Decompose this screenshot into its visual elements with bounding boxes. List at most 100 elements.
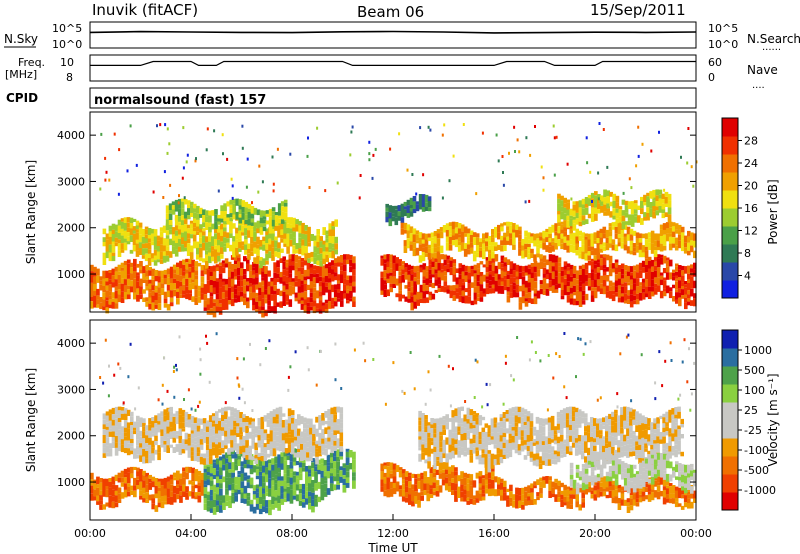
heat-cell — [292, 448, 297, 454]
heat-cell — [226, 214, 230, 218]
heat-cell — [93, 489, 97, 497]
heat-cell — [632, 243, 637, 248]
heat-cell — [427, 456, 431, 462]
heat-cell — [182, 491, 186, 497]
heat-cell — [298, 473, 303, 481]
heat-cell — [389, 262, 393, 269]
heat-cell — [511, 416, 516, 423]
heat-cell — [524, 301, 529, 307]
heat-cell — [593, 273, 598, 280]
heat-cell — [517, 430, 522, 436]
heat-cell — [163, 436, 167, 441]
heat-cell — [568, 424, 573, 431]
heat-dot — [411, 173, 414, 176]
heat-cell — [496, 453, 501, 461]
heat-cell — [231, 472, 235, 478]
heat-cell — [680, 488, 685, 495]
heat-cell — [108, 236, 113, 245]
heat-cell — [105, 489, 110, 498]
heat-cell — [420, 475, 424, 480]
heat-cell — [458, 267, 463, 275]
heat-cell — [352, 464, 356, 470]
heat-cell — [265, 213, 270, 217]
heat-cell — [223, 221, 227, 228]
heat-cell — [667, 207, 672, 215]
heat-cell — [386, 278, 390, 284]
heat-cell — [123, 285, 128, 292]
heat-cell — [271, 458, 275, 465]
heat-cell — [99, 500, 103, 505]
heat-cell — [163, 441, 167, 445]
heat-cell — [229, 221, 233, 228]
heat-cell — [560, 221, 564, 225]
heat-cell — [680, 505, 685, 510]
heat-cell — [575, 469, 580, 473]
heat-cell — [566, 240, 570, 246]
heat-cell — [241, 225, 245, 233]
heat-cell — [533, 296, 538, 305]
heat-cell — [177, 238, 182, 247]
heat-cell — [590, 455, 594, 462]
heat-cell — [550, 439, 555, 443]
heat-cell — [428, 279, 433, 284]
heat-cell — [180, 208, 185, 216]
heat-cell — [659, 272, 664, 276]
heat-cell — [662, 255, 667, 264]
heat-cell — [320, 458, 325, 464]
heat-cell — [120, 482, 125, 487]
heat-cell — [141, 255, 146, 259]
heat-cell — [325, 242, 329, 248]
heat-dot — [599, 200, 602, 203]
heat-cell — [224, 430, 228, 437]
heat-cell — [554, 478, 558, 483]
heat-cell — [632, 247, 637, 252]
heat-cell — [230, 255, 235, 260]
heat-cell — [229, 213, 233, 218]
heat-cell — [212, 287, 217, 295]
heat-cell — [272, 431, 277, 437]
heat-cell — [526, 416, 531, 422]
heat-cell — [581, 244, 585, 252]
heat-cell — [566, 245, 570, 253]
heat-cell — [117, 487, 122, 494]
heat-cell — [656, 443, 660, 450]
heat-cell — [163, 421, 167, 428]
heat-cell — [126, 274, 131, 279]
heat-cell — [530, 233, 534, 237]
heat-cell — [454, 467, 458, 472]
heat-cell — [339, 452, 344, 457]
heat-cell — [275, 427, 280, 432]
heat-cell — [617, 278, 622, 286]
heat-cell — [306, 424, 310, 429]
heat-cell — [602, 476, 607, 482]
heat-cell — [524, 280, 529, 288]
heat-cell — [151, 447, 155, 454]
heat-cell — [463, 248, 468, 257]
heat-cell — [154, 415, 158, 424]
heat-cell — [443, 265, 448, 272]
heat-cell — [578, 269, 583, 275]
heat-cell — [148, 297, 152, 304]
heat-cell — [644, 246, 649, 251]
heat-cell — [165, 219, 170, 227]
heat-cell — [640, 208, 644, 215]
heat-cell — [472, 421, 477, 426]
heat-cell — [466, 473, 471, 478]
heat-cell — [230, 298, 235, 307]
heat-cell — [668, 451, 672, 459]
heat-cell — [312, 306, 317, 314]
heat-cell — [290, 410, 295, 416]
heat-cell — [111, 441, 116, 448]
heat-cell — [602, 268, 607, 272]
heat-cell — [481, 437, 486, 443]
heat-cell — [569, 494, 573, 499]
heat-cell — [659, 275, 664, 280]
heat-cell — [309, 263, 314, 268]
heat-cell — [653, 277, 658, 284]
heat-cell — [620, 414, 624, 421]
heat-cell — [569, 228, 573, 234]
heat-cell — [279, 258, 283, 263]
heat-cell — [674, 490, 679, 498]
heat-cell — [227, 439, 231, 444]
heat-cell — [683, 235, 688, 243]
